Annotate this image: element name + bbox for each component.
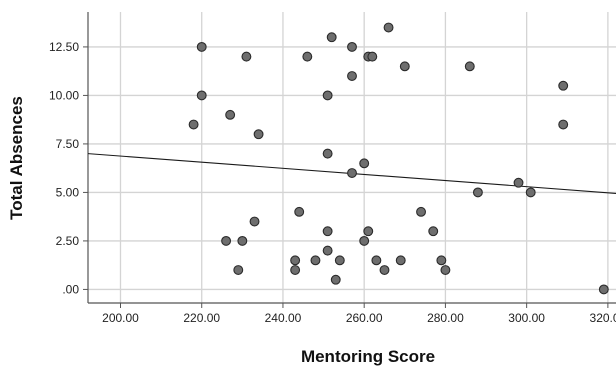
y-tick-labels: .00 2.50 5.00 7.50 10.00 12.50 bbox=[49, 40, 79, 297]
y-tick-label: 10.00 bbox=[49, 88, 79, 102]
data-point bbox=[416, 206, 426, 217]
data-point bbox=[225, 109, 236, 120]
data-point bbox=[359, 235, 370, 246]
y-tick-label: 2.50 bbox=[56, 234, 80, 248]
data-point bbox=[290, 255, 301, 266]
data-point bbox=[436, 255, 447, 266]
data-point bbox=[322, 226, 333, 237]
data-point bbox=[334, 255, 345, 266]
y-tick-label: 12.50 bbox=[49, 40, 79, 54]
axes bbox=[83, 12, 616, 308]
data-point bbox=[310, 255, 321, 266]
data-point bbox=[322, 245, 333, 256]
data-point bbox=[302, 51, 313, 62]
data-point bbox=[290, 265, 301, 275]
data-point bbox=[363, 226, 374, 237]
data-point bbox=[241, 51, 252, 62]
y-tick-label: 5.00 bbox=[56, 185, 80, 199]
data-point bbox=[513, 177, 524, 188]
data-point bbox=[237, 235, 248, 246]
data-point bbox=[196, 90, 207, 101]
data-point bbox=[558, 80, 569, 91]
data-point bbox=[196, 41, 207, 52]
x-tick-label: 300.00 bbox=[508, 311, 545, 325]
x-tick-label: 220.00 bbox=[183, 311, 220, 325]
grid bbox=[88, 12, 616, 303]
x-tick-label: 260.00 bbox=[346, 311, 383, 325]
data-point bbox=[322, 90, 333, 101]
x-axis-title: Mentoring Score bbox=[301, 347, 435, 366]
data-point bbox=[399, 61, 410, 72]
data-points bbox=[188, 22, 609, 295]
data-point bbox=[395, 255, 406, 266]
data-point bbox=[347, 41, 357, 52]
data-point bbox=[440, 265, 451, 275]
data-point bbox=[371, 255, 382, 266]
data-point bbox=[253, 129, 264, 140]
data-point bbox=[383, 22, 394, 33]
data-point bbox=[347, 71, 357, 81]
data-point bbox=[359, 158, 370, 169]
data-point bbox=[347, 168, 357, 178]
x-tick-label: 280.00 bbox=[427, 311, 464, 325]
data-point bbox=[472, 187, 483, 198]
data-point bbox=[221, 235, 232, 246]
data-point bbox=[326, 32, 337, 43]
data-point bbox=[367, 51, 378, 62]
x-tick-label: 240.00 bbox=[265, 311, 302, 325]
data-point bbox=[558, 119, 569, 130]
x-tick-label: 200.00 bbox=[102, 311, 139, 325]
data-point bbox=[294, 206, 305, 217]
y-tick-label: .00 bbox=[62, 282, 79, 296]
data-point bbox=[379, 265, 390, 275]
data-point bbox=[525, 187, 536, 198]
data-point bbox=[322, 148, 333, 159]
x-tick-label: 320.00 bbox=[590, 311, 616, 325]
data-point bbox=[428, 226, 439, 237]
data-point bbox=[233, 265, 244, 275]
x-tick-labels: 200.00 220.00 240.00 260.00 280.00 300.00 320.… bbox=[102, 311, 616, 325]
data-point bbox=[330, 274, 341, 285]
data-point bbox=[249, 216, 260, 227]
data-point bbox=[464, 61, 475, 72]
y-axis-title: Total Absences bbox=[7, 96, 26, 220]
data-point bbox=[598, 284, 609, 295]
y-tick-label: 7.50 bbox=[56, 137, 80, 151]
data-point bbox=[188, 119, 199, 130]
